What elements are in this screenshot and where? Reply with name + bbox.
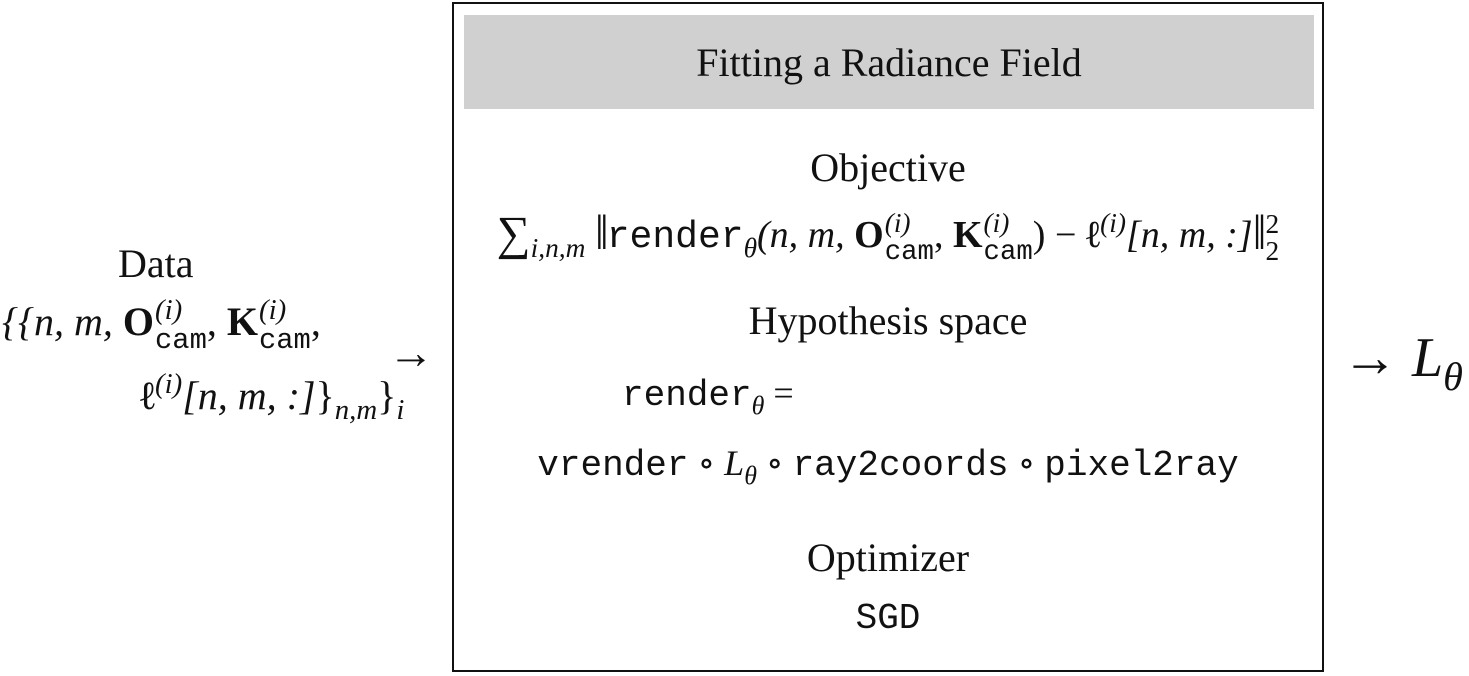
objective-formula: ∑i,n,m ‖renderθ(n, m, O (i) cam, K (i) cam) …	[496, 205, 1280, 269]
box-title: Fitting a Radiance Field	[464, 15, 1314, 109]
optimizer-label: Optimizer	[806, 535, 970, 580]
hypothesis-label: Hypothesis space	[748, 298, 1028, 343]
ell-symbol: ℓ	[140, 373, 155, 418]
radiance-field-box: Fitting a Radiance Field Objective ∑i,n,…	[452, 2, 1324, 672]
K-symbol: K	[226, 298, 258, 344]
data-set-line-1: {{n, m, O (i) cam, K (i) cam,	[2, 294, 321, 357]
data-open: {{n, m,	[2, 298, 123, 344]
composition-formula: vrender ∘ Lθ ∘ ray2coords ∘ pixel2ray	[537, 443, 1239, 491]
data-title: Data	[118, 241, 194, 286]
data-block: Data {{n, m, O (i) cam, K (i) cam, ℓ(i)[n, m…	[0, 238, 440, 438]
render-equation: renderθ =	[622, 373, 794, 421]
output-theta: θ	[1443, 354, 1463, 400]
input-arrow: →	[388, 327, 434, 378]
optimizer-value: SGD	[855, 598, 921, 639]
O-scripts: (i) cam	[155, 294, 207, 357]
objective-label: Objective	[810, 145, 966, 190]
output-L: L	[1412, 327, 1444, 389]
K-scripts: (i) cam	[258, 294, 311, 357]
data-set-line-2: ℓ(i)[n, m, :]}n,m}i	[140, 368, 405, 427]
output: → Lθ	[1342, 327, 1463, 397]
O-symbol: O	[122, 298, 155, 344]
output-arrow: →	[1342, 327, 1398, 389]
